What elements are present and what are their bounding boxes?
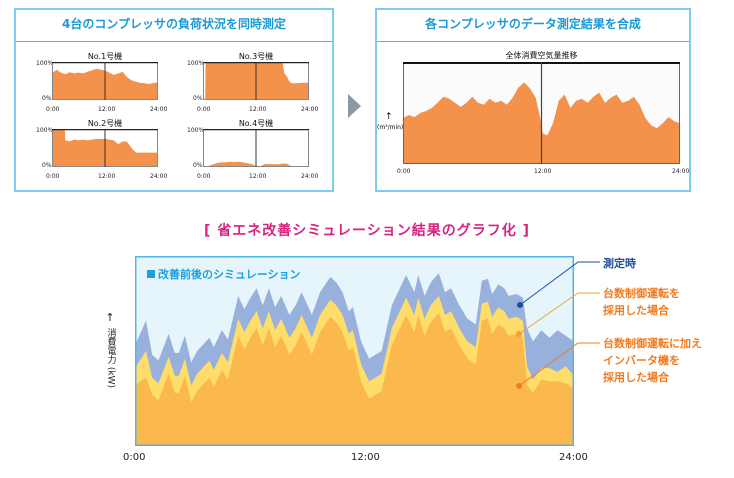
legend-square-icon (147, 270, 155, 278)
combined-chart-title: 全体消費空気量推移 (505, 51, 578, 60)
y-axis-label: ↑ 消費電力 (kW) (98, 311, 122, 391)
simulation-chart (135, 256, 574, 446)
y-tick: 0% (193, 95, 203, 102)
compressor-chart-title: No.3号機 (238, 52, 274, 61)
combined-chart (403, 62, 680, 164)
y-tick: 0% (42, 95, 52, 102)
y-unit-label: (m³/min) (377, 124, 404, 131)
chart-frame (135, 256, 574, 446)
series-inverter (135, 313, 574, 446)
marker-unit-control (516, 331, 522, 337)
legend-title: 改善前後のシミュレーション (158, 268, 301, 281)
y-arrow-icon: ↑ (105, 311, 115, 324)
annotation-line: 台数制御運転を (603, 287, 680, 300)
y-arrow-icon: ↑ (385, 112, 393, 122)
y-tick: 100% (36, 127, 54, 134)
annotation-line: 採用した場合 (603, 371, 669, 384)
compressor-area-chart (52, 62, 158, 100)
section-heading: [ 省エネ改善シミュレーション結果のグラフ化 ] (204, 223, 530, 239)
leader-unit-control (518, 292, 600, 335)
x-tick: 12:00 (249, 173, 267, 180)
x-tick: 24:00 (559, 452, 588, 463)
x-tick: 12:00 (98, 173, 116, 180)
y-axis-title: 消費電力 (kW) (105, 328, 116, 388)
x-tick: 24:00 (150, 173, 168, 180)
consumption-area (403, 82, 680, 164)
x-tick: 12:00 (534, 168, 552, 175)
y-tick: 100% (36, 60, 54, 67)
x-tick: 24:00 (301, 173, 319, 180)
x-tick: 0:00 (123, 452, 146, 463)
annotation-inverter: 台数制御運転に加え インバータ機を 採用した場合 (603, 335, 702, 386)
x-tick: 0:00 (197, 106, 211, 113)
y-tick: 0% (42, 162, 52, 169)
leader-inverter (518, 342, 600, 387)
annotation-line: 台数制御運転に加え (603, 337, 702, 350)
x-tick: 24:00 (301, 106, 319, 113)
compressor-area-chart (203, 62, 309, 100)
x-tick: 12:00 (98, 106, 116, 113)
y-tick: 100% (187, 127, 205, 134)
y-tick: 0% (193, 162, 203, 169)
x-tick: 24:00 (150, 106, 168, 113)
compressor-area-chart (203, 129, 309, 167)
x-tick: 0:00 (197, 173, 211, 180)
arrow-right-icon (348, 94, 361, 118)
load-area (203, 161, 309, 167)
annotation-line: 測定時 (603, 257, 636, 270)
panel-title: 4台のコンプレッサの負荷状況を同時測定 (16, 10, 332, 42)
x-tick: 24:00 (672, 168, 690, 175)
x-tick: 0:00 (46, 106, 60, 113)
annotation-line: 採用した場合 (603, 304, 669, 317)
legend: 改善前後のシミュレーション (147, 266, 301, 282)
x-tick: 0:00 (397, 168, 411, 175)
marker-measured (517, 302, 523, 308)
compressor-chart-title: No.2号機 (87, 119, 123, 128)
compressor-chart-title: No.1号機 (87, 52, 123, 61)
x-tick: 12:00 (249, 106, 267, 113)
annotation-unit-control: 台数制御運転を 採用した場合 (603, 285, 680, 319)
marker-inverter (516, 383, 522, 389)
compressor-area-chart (52, 129, 158, 167)
annotation-measured: 測定時 (603, 255, 636, 272)
annotation-line: インバータ機を (603, 354, 680, 367)
panel-title: 各コンプレッサのデータ測定結果を合成 (377, 10, 689, 42)
x-tick: 0:00 (46, 173, 60, 180)
compressor-chart-title: No.4号機 (238, 119, 274, 128)
x-tick: 12:00 (351, 452, 380, 463)
leader-measured (519, 261, 600, 306)
y-tick: 100% (187, 60, 205, 67)
